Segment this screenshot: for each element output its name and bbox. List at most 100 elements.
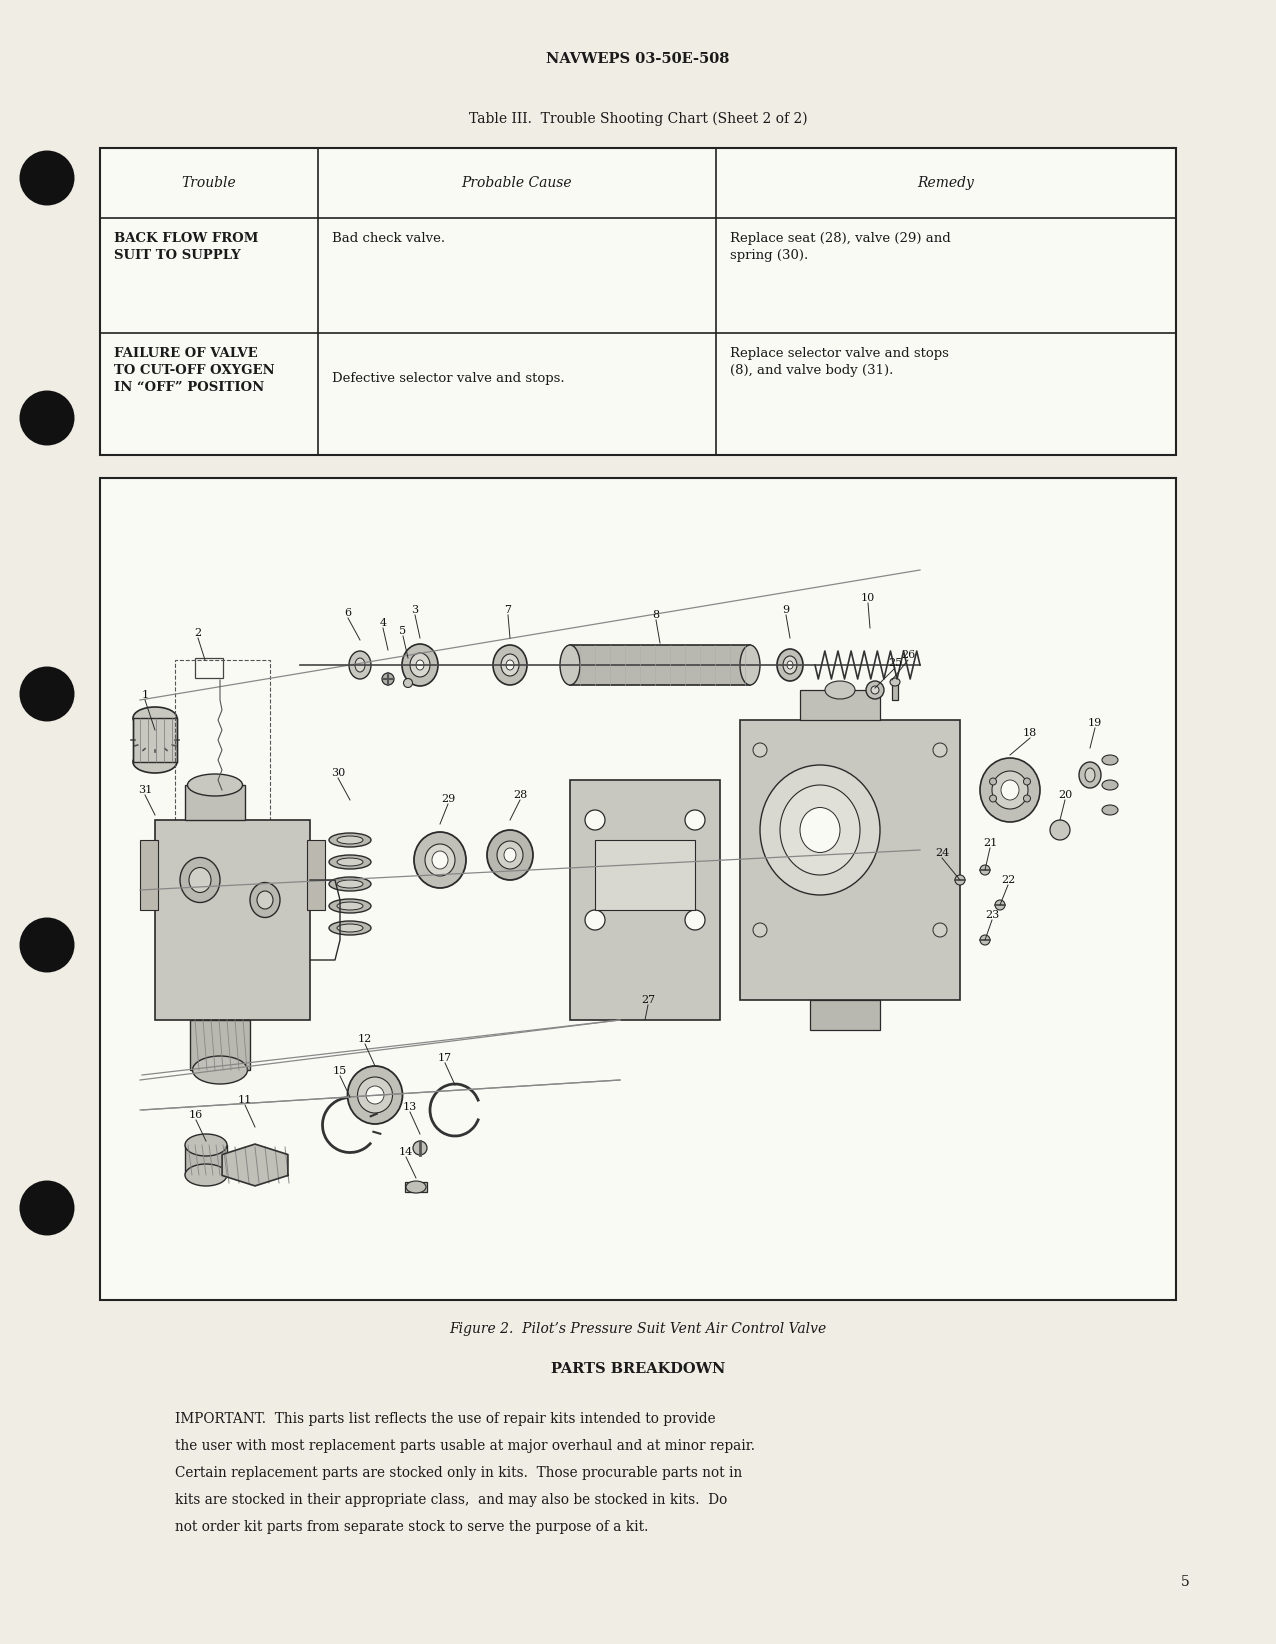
Ellipse shape bbox=[406, 1180, 426, 1194]
Bar bbox=[892, 682, 898, 700]
Ellipse shape bbox=[337, 924, 362, 932]
Ellipse shape bbox=[991, 771, 1028, 809]
Ellipse shape bbox=[425, 843, 456, 876]
Ellipse shape bbox=[760, 764, 880, 894]
Text: 14: 14 bbox=[399, 1148, 413, 1157]
Text: not order kit parts from separate stock to serve the purpose of a kit.: not order kit parts from separate stock … bbox=[175, 1521, 648, 1534]
Ellipse shape bbox=[433, 852, 448, 870]
Text: Bad check valve.: Bad check valve. bbox=[332, 232, 445, 245]
Ellipse shape bbox=[19, 1180, 74, 1236]
Text: 30: 30 bbox=[330, 768, 345, 778]
Ellipse shape bbox=[193, 1055, 248, 1083]
Ellipse shape bbox=[185, 1134, 227, 1156]
Ellipse shape bbox=[240, 1156, 271, 1175]
Text: 20: 20 bbox=[1058, 791, 1072, 801]
Ellipse shape bbox=[493, 644, 527, 686]
Ellipse shape bbox=[787, 661, 792, 669]
Text: the user with most replacement parts usable at major overhaul and at minor repai: the user with most replacement parts usa… bbox=[175, 1438, 755, 1453]
Ellipse shape bbox=[329, 834, 371, 847]
Ellipse shape bbox=[780, 784, 860, 875]
Ellipse shape bbox=[180, 858, 219, 903]
Ellipse shape bbox=[350, 651, 371, 679]
Ellipse shape bbox=[872, 686, 879, 694]
Text: 25: 25 bbox=[888, 658, 902, 667]
Text: PARTS BREAKDOWN: PARTS BREAKDOWN bbox=[551, 1361, 725, 1376]
Ellipse shape bbox=[416, 659, 424, 671]
Text: 8: 8 bbox=[652, 610, 660, 620]
Ellipse shape bbox=[337, 837, 362, 843]
Text: 2: 2 bbox=[194, 628, 202, 638]
Ellipse shape bbox=[382, 672, 394, 686]
Ellipse shape bbox=[800, 807, 840, 853]
Text: Table III.  Trouble Shooting Chart (Sheet 2 of 2): Table III. Trouble Shooting Chart (Sheet… bbox=[468, 112, 808, 127]
Ellipse shape bbox=[1102, 806, 1118, 815]
Text: 17: 17 bbox=[438, 1054, 452, 1064]
Ellipse shape bbox=[995, 899, 1005, 911]
Text: Trouble: Trouble bbox=[181, 176, 236, 191]
Ellipse shape bbox=[826, 681, 855, 699]
Ellipse shape bbox=[366, 1087, 384, 1105]
Ellipse shape bbox=[1050, 820, 1071, 840]
Ellipse shape bbox=[889, 677, 900, 686]
Text: 24: 24 bbox=[935, 848, 949, 858]
Bar bbox=[133, 718, 177, 763]
Ellipse shape bbox=[560, 644, 581, 686]
Ellipse shape bbox=[1023, 778, 1031, 786]
Ellipse shape bbox=[329, 899, 371, 912]
Text: IMPORTANT.  This parts list reflects the use of repair kits intended to provide: IMPORTANT. This parts list reflects the … bbox=[175, 1412, 716, 1425]
Bar bbox=[800, 690, 880, 720]
Ellipse shape bbox=[954, 875, 965, 884]
Ellipse shape bbox=[501, 654, 519, 676]
Text: 11: 11 bbox=[237, 1095, 253, 1105]
Text: 29: 29 bbox=[441, 794, 456, 804]
Text: Figure 2.  Pilot’s Pressure Suit Vent Air Control Valve: Figure 2. Pilot’s Pressure Suit Vent Air… bbox=[449, 1322, 827, 1337]
Bar bbox=[100, 148, 1176, 455]
Text: 3: 3 bbox=[411, 605, 419, 615]
Text: 16: 16 bbox=[189, 1110, 203, 1120]
Ellipse shape bbox=[933, 743, 947, 756]
Bar bbox=[810, 1000, 880, 1031]
Text: 12: 12 bbox=[357, 1034, 373, 1044]
Ellipse shape bbox=[256, 891, 273, 909]
Bar bbox=[570, 644, 750, 686]
Text: 26: 26 bbox=[901, 649, 915, 659]
Bar bbox=[595, 840, 695, 911]
Ellipse shape bbox=[777, 649, 803, 681]
Ellipse shape bbox=[980, 758, 1040, 822]
Text: 10: 10 bbox=[861, 593, 875, 603]
Bar bbox=[154, 820, 310, 1019]
Bar bbox=[195, 658, 223, 677]
Text: 6: 6 bbox=[345, 608, 352, 618]
Bar bbox=[140, 840, 158, 911]
Text: Remedy: Remedy bbox=[917, 176, 975, 191]
Text: 13: 13 bbox=[403, 1101, 417, 1111]
Text: 5: 5 bbox=[1182, 1575, 1191, 1590]
Text: 9: 9 bbox=[782, 605, 790, 615]
Text: 5: 5 bbox=[399, 626, 407, 636]
Ellipse shape bbox=[783, 656, 798, 674]
Ellipse shape bbox=[1085, 768, 1095, 783]
Text: Probable Cause: Probable Cause bbox=[462, 176, 573, 191]
Ellipse shape bbox=[933, 922, 947, 937]
Text: kits are stocked in their appropriate class,  and may also be stocked in kits.  : kits are stocked in their appropriate cl… bbox=[175, 1493, 727, 1508]
Ellipse shape bbox=[1102, 779, 1118, 791]
Ellipse shape bbox=[329, 855, 371, 870]
Text: Defective selector valve and stops.: Defective selector valve and stops. bbox=[332, 372, 564, 385]
Ellipse shape bbox=[753, 743, 767, 756]
Ellipse shape bbox=[685, 911, 706, 931]
Ellipse shape bbox=[980, 865, 990, 875]
Polygon shape bbox=[222, 1144, 288, 1185]
Bar bbox=[570, 779, 720, 1019]
Ellipse shape bbox=[133, 707, 177, 728]
Text: 18: 18 bbox=[1023, 728, 1037, 738]
Ellipse shape bbox=[487, 830, 533, 880]
Ellipse shape bbox=[989, 778, 997, 786]
Ellipse shape bbox=[403, 679, 412, 687]
Bar bbox=[740, 720, 960, 1000]
Text: NAVWEPS 03-50E-508: NAVWEPS 03-50E-508 bbox=[546, 53, 730, 66]
Text: 28: 28 bbox=[513, 791, 527, 801]
Ellipse shape bbox=[248, 1161, 262, 1171]
Ellipse shape bbox=[347, 1065, 402, 1124]
Ellipse shape bbox=[685, 810, 706, 830]
Ellipse shape bbox=[337, 858, 362, 866]
